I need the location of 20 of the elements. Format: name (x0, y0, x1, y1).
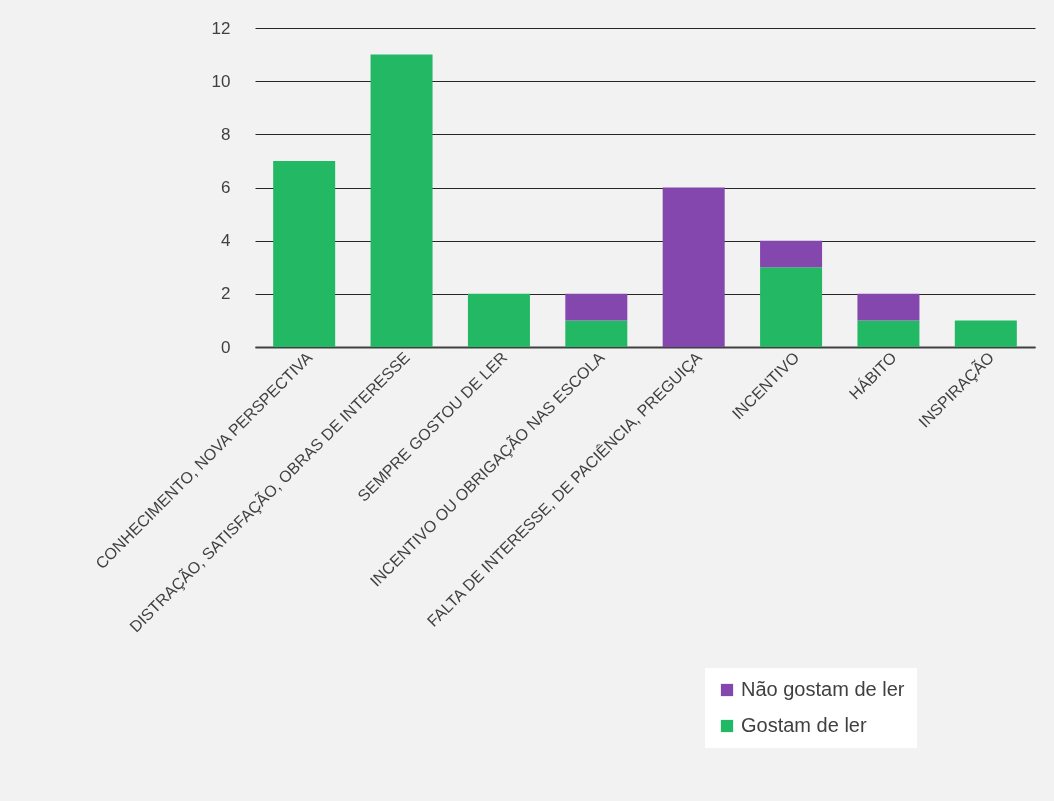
y-tick-label: 2 (221, 284, 231, 304)
y-tick-label: 4 (221, 231, 231, 251)
y-tick-label: 8 (221, 124, 231, 144)
bar (954, 320, 1017, 347)
legend-label: Não gostam de ler (741, 678, 905, 700)
bar (565, 320, 628, 347)
bar (857, 293, 920, 321)
bar (467, 293, 530, 347)
y-tick-label: 10 (211, 71, 231, 91)
y-tick-label: 0 (221, 337, 231, 357)
bar (760, 240, 823, 268)
bar (565, 293, 628, 321)
bar (760, 267, 823, 347)
legend-label: Gostam de ler (741, 714, 867, 736)
y-tick-label: 12 (211, 18, 231, 38)
bar (370, 54, 433, 347)
y-tick-label: 6 (221, 178, 231, 197)
bar (273, 160, 336, 347)
bar (857, 320, 920, 347)
bar (662, 187, 725, 347)
